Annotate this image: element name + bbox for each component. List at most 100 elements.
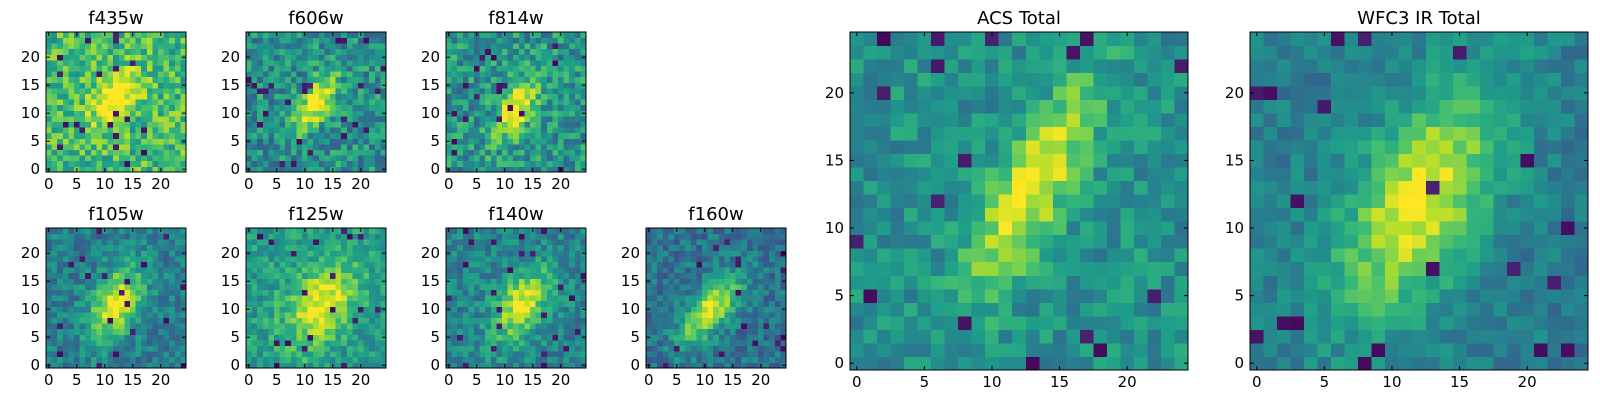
heatmap-cell	[580, 295, 587, 302]
heatmap-cell	[107, 267, 114, 274]
heatmap-cell	[341, 256, 348, 262]
heatmap-cell	[724, 278, 731, 285]
heatmap-cell	[352, 48, 359, 55]
heatmap-cell	[763, 317, 770, 324]
heatmap-cell	[341, 166, 348, 173]
heatmap-cell	[541, 88, 548, 94]
heatmap-cell	[457, 334, 464, 341]
heatmap-cell	[724, 300, 731, 307]
heatmap-cell	[124, 267, 131, 274]
heatmap-cell	[769, 334, 776, 341]
heatmap-cell	[268, 323, 275, 330]
heatmap-cell	[363, 312, 370, 318]
heatmap-cell	[374, 37, 381, 44]
heatmap-cell	[702, 300, 708, 307]
heatmap-cell	[246, 121, 252, 128]
heatmap-cell	[113, 239, 120, 246]
heatmap-cell	[496, 295, 503, 302]
heatmap-cell	[758, 340, 764, 346]
heatmap-cell	[141, 334, 148, 341]
heatmap-cell	[502, 160, 508, 167]
heatmap-cell	[474, 121, 480, 128]
heatmap-cell	[324, 160, 331, 167]
heatmap-cell	[62, 351, 69, 358]
heatmap-cell	[124, 272, 131, 279]
heatmap-cell	[90, 121, 97, 128]
heatmap-cell	[1174, 180, 1189, 195]
heatmap-cell	[890, 207, 905, 222]
heatmap-cell	[158, 93, 164, 100]
heatmap-cell	[1160, 207, 1175, 222]
heatmap-cell	[74, 88, 80, 94]
heatmap-cell	[490, 166, 497, 173]
heatmap-cell	[763, 261, 770, 268]
heatmap-cell	[468, 149, 475, 156]
heatmap-cell	[485, 306, 492, 313]
heatmap-cell	[124, 93, 131, 100]
heatmap-cell	[1133, 342, 1148, 357]
heatmap-cell	[485, 121, 492, 128]
heatmap-cell	[446, 48, 452, 55]
heatmap-cell	[735, 272, 742, 279]
heatmap-cell	[163, 82, 170, 89]
heatmap-cell	[302, 306, 308, 313]
heatmap-cell	[524, 272, 531, 279]
heatmap-cell	[90, 54, 97, 61]
heatmap-cell	[62, 323, 69, 330]
heatmap-cell	[462, 334, 469, 341]
heatmap-cell	[668, 351, 675, 358]
heatmap-cell	[985, 221, 1000, 236]
heatmap-cell	[307, 272, 314, 279]
heatmap-cell	[558, 155, 564, 162]
heatmap-cell	[558, 149, 564, 156]
heatmap-cell	[307, 60, 314, 66]
heatmap-cell	[574, 76, 581, 83]
heatmap-cell	[285, 300, 292, 307]
heatmap-cell	[158, 272, 164, 279]
heatmap-cell	[735, 328, 742, 335]
heatmap-cell	[985, 167, 1000, 182]
heatmap-cell	[113, 93, 120, 100]
heatmap-cell	[1160, 261, 1175, 276]
heatmap-cell	[518, 48, 525, 55]
heatmap-cell	[74, 317, 80, 324]
heatmap-cell	[135, 323, 142, 330]
heatmap-cell	[346, 138, 353, 145]
heatmap-cell	[152, 340, 159, 346]
heatmap-cell	[1012, 180, 1027, 195]
heatmap-cell	[369, 340, 376, 346]
heatmap-cell	[502, 256, 508, 262]
y-tick-label: 5	[30, 132, 40, 150]
heatmap-cell	[552, 328, 559, 335]
heatmap-cell	[330, 116, 336, 122]
y-tick-label: 0	[230, 160, 240, 178]
heatmap-cell	[490, 334, 497, 341]
heatmap-cell	[335, 132, 342, 139]
heatmap-cell	[102, 278, 108, 285]
heatmap-cell	[358, 284, 364, 290]
heatmap-cell	[646, 261, 652, 268]
heatmap-cell	[696, 306, 703, 313]
heatmap-cell	[152, 323, 159, 330]
heatmap-cell	[79, 317, 86, 324]
heatmap-cell	[758, 345, 764, 352]
heatmap-cell	[141, 267, 148, 274]
heatmap-cell	[690, 345, 697, 352]
heatmap-cell	[57, 300, 64, 307]
heatmap-cell	[524, 99, 531, 106]
heatmap-cell	[474, 323, 480, 330]
heatmap-cell	[1079, 207, 1094, 222]
heatmap-cell	[124, 340, 131, 346]
heatmap-cell	[468, 250, 475, 257]
heatmap-cell	[668, 300, 675, 307]
heatmap-cell	[707, 228, 714, 234]
heatmap-cell	[174, 60, 181, 66]
heatmap-cell	[1052, 248, 1067, 263]
heatmap-cell	[369, 132, 376, 139]
heatmap-cell	[341, 228, 348, 234]
heatmap-cell	[174, 149, 181, 156]
heatmap-cell	[169, 149, 176, 156]
heatmap-cell	[457, 300, 464, 307]
heatmap-cell	[958, 221, 973, 236]
heatmap-cell	[513, 76, 520, 83]
